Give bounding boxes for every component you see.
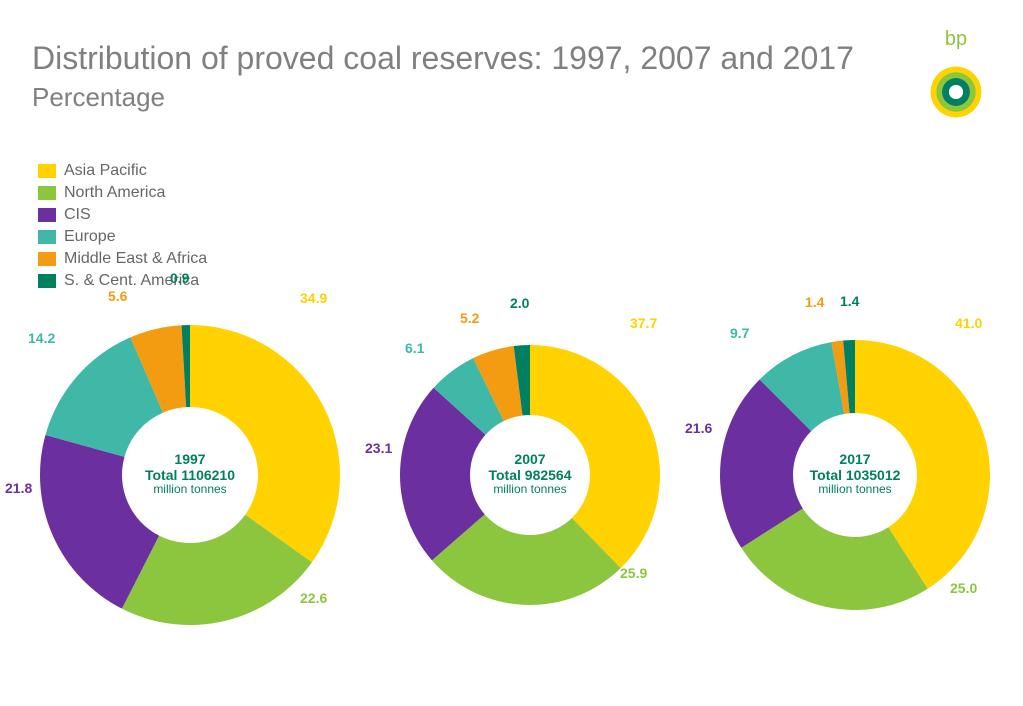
slice-label: 9.7 [730,325,749,341]
legend-swatch [38,208,56,222]
slice-label: 14.2 [28,330,55,346]
chart-unit: million tonnes [793,483,917,497]
legend-item: CIS [38,204,207,226]
legend-swatch [38,164,56,178]
charts-area: 1997Total 1106210million tonnes34.922.62… [0,300,1023,680]
chart-2007: 2007Total 982564million tonnes37.725.923… [370,290,690,670]
slice-label: 37.7 [630,315,657,331]
donut-slice [190,325,340,562]
slice-label: 23.1 [365,440,392,456]
slice-label: 6.1 [405,340,424,356]
legend-swatch [38,274,56,288]
chart-year: 1997 [122,451,258,467]
slice-label: 5.6 [108,288,127,304]
slice-label: 1.4 [805,294,824,310]
chart-center-label: 2017Total 1035012million tonnes [793,451,917,497]
legend-swatch [38,252,56,266]
bp-logo-text: bp [917,28,995,51]
legend-label: Asia Pacific [64,162,147,180]
legend-item: Asia Pacific [38,160,207,182]
chart-center-label: 2007Total 982564million tonnes [470,451,590,497]
legend-label: North America [64,184,165,202]
chart-year: 2007 [470,451,590,467]
chart-total: Total 982564 [470,467,590,483]
slice-label: 21.8 [5,480,32,496]
legend-label: Middle East & Africa [64,250,207,268]
legend-label: CIS [64,206,91,224]
slice-label: 5.2 [460,310,479,326]
slice-label: 41.0 [955,315,982,331]
chart-1997: 1997Total 1106210million tonnes34.922.62… [10,290,370,670]
slice-label: 34.9 [300,290,327,306]
bp-logo: bp [917,28,995,136]
chart-total: Total 1106210 [122,467,258,483]
page-title: Distribution of proved coal reserves: 19… [32,40,854,77]
bp-helix-icon [917,53,995,131]
chart-total: Total 1035012 [793,467,917,483]
chart-unit: million tonnes [122,483,258,497]
legend-swatch [38,186,56,200]
slice-label: 0.9 [170,270,189,286]
slice-label: 25.9 [620,565,647,581]
legend-swatch [38,230,56,244]
chart-center-label: 1997Total 1106210million tonnes [122,451,258,497]
slice-label: 2.0 [510,295,529,311]
slice-label: 1.4 [840,293,859,309]
slice-label: 21.6 [685,420,712,436]
chart-year: 2017 [793,451,917,467]
legend-item: North America [38,182,207,204]
legend-item: Middle East & Africa [38,248,207,270]
slice-label: 25.0 [950,580,977,596]
legend-item: Europe [38,226,207,248]
page-subtitle: Percentage [32,82,165,113]
chart-unit: million tonnes [470,483,590,497]
slice-label: 22.6 [300,590,327,606]
legend-label: Europe [64,228,116,246]
chart-2017: 2017Total 1035012million tonnes 41.0 25.0 2… [690,290,1020,670]
